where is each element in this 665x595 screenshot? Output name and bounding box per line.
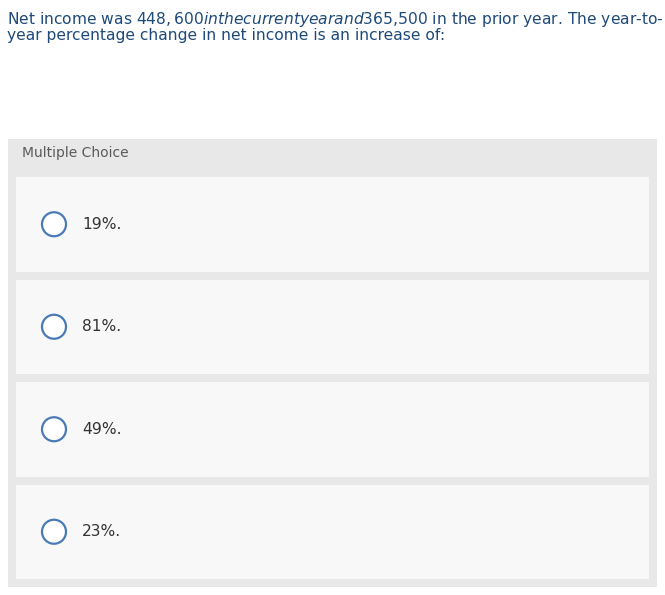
Text: Multiple Choice: Multiple Choice <box>22 146 128 160</box>
Text: year percentage change in net income is an increase of:: year percentage change in net income is … <box>7 28 445 43</box>
Text: 23%.: 23%. <box>82 524 121 539</box>
Circle shape <box>42 315 66 339</box>
Text: Net income was $448,600 in the current year and $365,500 in the prior year. The : Net income was $448,600 in the current y… <box>7 10 664 29</box>
Text: 81%.: 81%. <box>82 320 121 334</box>
FancyBboxPatch shape <box>16 484 649 579</box>
FancyBboxPatch shape <box>8 139 657 587</box>
Circle shape <box>42 417 66 441</box>
Circle shape <box>42 212 66 236</box>
FancyBboxPatch shape <box>16 177 649 271</box>
FancyBboxPatch shape <box>16 382 649 477</box>
FancyBboxPatch shape <box>16 280 649 374</box>
Text: 49%.: 49%. <box>82 422 122 437</box>
Text: 19%.: 19%. <box>82 217 122 231</box>
Circle shape <box>42 520 66 544</box>
